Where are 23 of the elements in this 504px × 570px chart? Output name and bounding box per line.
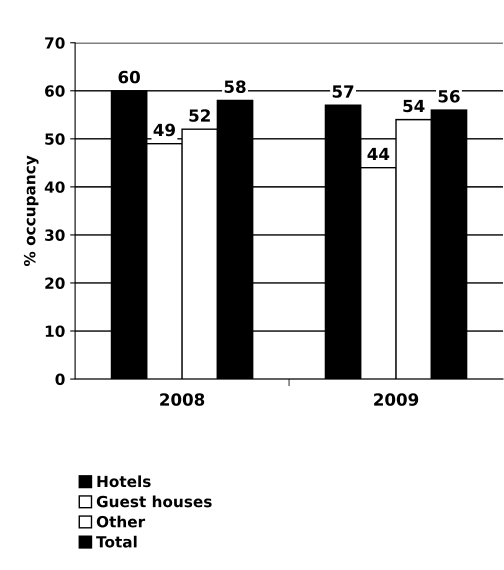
data-label: 52	[189, 109, 210, 122]
y-tick-label: 40	[44, 181, 65, 193]
y-axis-title: % occupancy	[24, 156, 39, 266]
y-tick-label: 70	[45, 37, 65, 49]
y-tick-label: 0	[55, 374, 65, 386]
legend-label: Total	[96, 536, 137, 548]
x-tick-label: 2008	[160, 393, 204, 406]
data-label: 56	[438, 90, 460, 103]
data-label: 60	[118, 70, 140, 84]
data-label: 49	[154, 124, 175, 136]
legend-label: Hotels	[97, 475, 151, 488]
data-label: 57	[332, 85, 354, 98]
legend-label: Guest houses	[96, 495, 212, 508]
y-tick-label: 10	[46, 325, 65, 338]
y-tick-label: 30	[45, 229, 65, 241]
legend-label: Other	[96, 516, 146, 528]
data-label: 44	[368, 148, 390, 160]
y-tick-label: 50	[45, 133, 65, 145]
data-label: 54	[403, 100, 424, 112]
y-tick-label: 20	[45, 277, 65, 289]
y-tick-label: 60	[45, 85, 65, 97]
data-label: 58	[224, 80, 246, 94]
x-tick-label: 2009	[374, 393, 418, 406]
